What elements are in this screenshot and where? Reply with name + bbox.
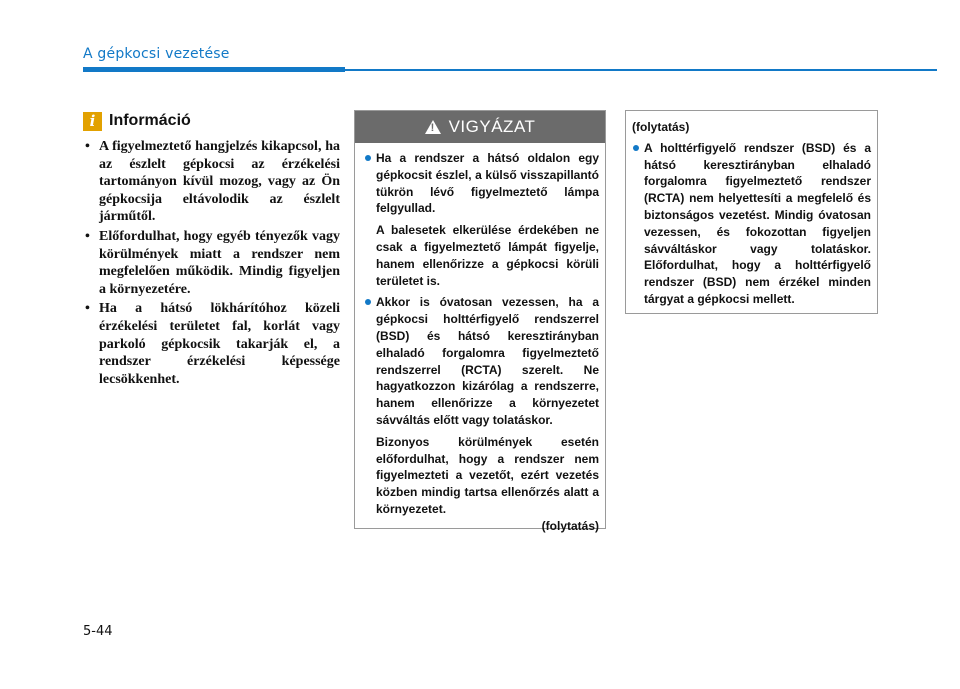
continuation-box: (folytatás) A holttérfigyelő rendszer (B…	[625, 110, 878, 314]
warning-triangle-icon: !	[424, 120, 441, 134]
info-item: Ha a hátsó lökhárítóhoz közeli érzékelés…	[83, 300, 340, 388]
header-rule-thick	[83, 67, 345, 72]
info-section: i Információ A figyelmeztető hangjelzés …	[83, 110, 340, 390]
warning-paragraph: Bizonyos körülmények esetén előfordulhat…	[376, 434, 599, 516]
continuation-bullet: A holttérfigyelő rendszer (BSD) és a hát…	[632, 140, 871, 308]
section-title: A gépkocsi vezetése	[83, 46, 230, 62]
info-item: A figyelmeztető hangjelzés kikapcsol, ha…	[83, 138, 340, 226]
info-item: Előfordulhat, hogy egyéb tényezők vagy k…	[83, 228, 340, 298]
info-icon: i	[83, 111, 102, 131]
info-title: Információ	[109, 112, 191, 129]
info-list: A figyelmeztető hangjelzés kikapcsol, ha…	[83, 138, 340, 388]
warning-bullet: Akkor is óvatosan vezessen, ha a gépkocs…	[364, 294, 599, 428]
warning-title: VIGYÁZAT	[448, 117, 536, 136]
warning-header: ! VIGYÁZAT	[355, 111, 605, 143]
continuation-label: (folytatás)	[632, 120, 690, 134]
warning-box: ! VIGYÁZAT Ha a rendszer a hátsó oldalon…	[354, 110, 606, 533]
warning-paragraph: A balesetek elkerülése érdekében ne csak…	[376, 223, 599, 288]
page-number: 5-44	[83, 624, 113, 639]
warning-body: Ha a rendszer a hátsó oldalon egy gépkoc…	[355, 143, 605, 535]
warning-bullet: Ha a rendszer a hátsó oldalon egy gépkoc…	[364, 150, 599, 217]
continued-label: (folytatás)	[541, 518, 599, 533]
info-header: i Információ	[83, 110, 340, 132]
header-rule-thin	[345, 69, 937, 71]
